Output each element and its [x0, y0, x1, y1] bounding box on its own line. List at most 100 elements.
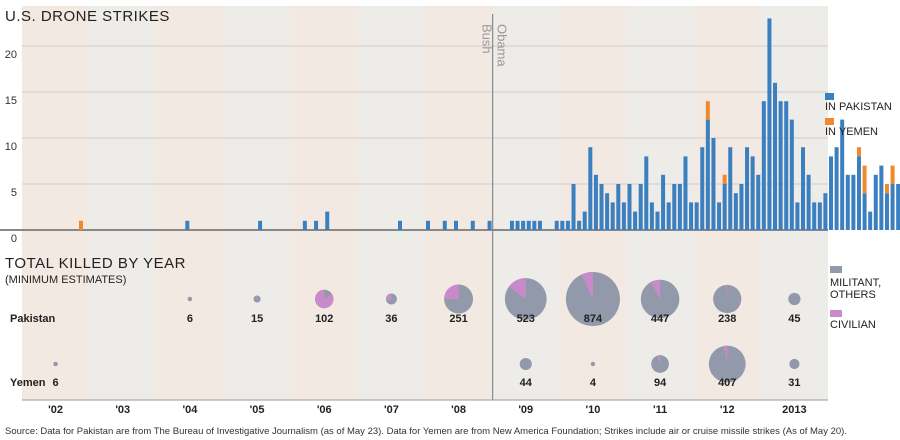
bubbles-title: TOTAL KILLED BY YEAR	[5, 255, 186, 272]
bar-pakistan	[426, 220, 430, 230]
x-tick-label: '06	[317, 404, 332, 416]
bar-pakistan	[554, 220, 559, 230]
bar-pakistan	[862, 193, 867, 230]
bubble-civilian	[650, 279, 661, 299]
y-tick-label: 0	[11, 233, 17, 245]
bar-yemen	[705, 101, 710, 120]
bubble-civilian	[255, 295, 258, 299]
year-band	[559, 6, 627, 400]
bar-pakistan	[868, 211, 873, 230]
bar-yemen	[890, 165, 895, 184]
bar-pakistan	[711, 138, 716, 230]
bubble-civilian	[385, 293, 392, 301]
bubble-value-label: 102	[315, 313, 333, 325]
bar-pakistan	[509, 220, 514, 230]
bubble-civilian	[723, 345, 728, 364]
bar-pakistan	[577, 220, 582, 230]
bubble-value-label: 6	[187, 313, 193, 325]
bubble-militant	[788, 292, 801, 306]
bubble-militant	[789, 358, 800, 370]
bubble-civilian	[444, 284, 459, 299]
bar-pakistan	[700, 147, 705, 230]
year-band	[156, 6, 224, 400]
row-label-yemen: Yemen	[10, 377, 46, 389]
bubble-value-label: 874	[584, 313, 603, 325]
bar-pakistan	[767, 18, 772, 231]
bubble-value-label: 36	[385, 313, 397, 325]
bubble-civilian	[508, 278, 526, 299]
bar-pakistan	[655, 211, 660, 230]
bar-pakistan	[666, 202, 671, 230]
bubble-value-label: 4	[590, 377, 597, 389]
bubble-value-label: 44	[520, 377, 533, 389]
bar-yemen	[862, 165, 867, 194]
x-tick-label: '12	[720, 404, 735, 416]
bar-pakistan	[879, 165, 884, 230]
bar-pakistan	[638, 184, 643, 230]
x-tick-label: '05	[250, 404, 265, 416]
bar-yemen	[884, 184, 889, 194]
bar-pakistan	[845, 174, 850, 230]
bar-pakistan	[571, 184, 576, 230]
bar-pakistan	[521, 220, 526, 230]
bar-pakistan	[829, 156, 833, 230]
bar-pakistan	[884, 193, 889, 230]
bar-pakistan	[672, 184, 677, 230]
bar-pakistan	[582, 211, 587, 230]
bar-pakistan	[588, 147, 593, 230]
bar-pakistan	[784, 101, 789, 230]
chart-title: U.S. DRONE STRIKES	[5, 8, 170, 25]
x-tick-label: '07	[384, 404, 399, 416]
bar-pakistan	[302, 220, 307, 230]
bar-pakistan	[728, 147, 733, 230]
bar-pakistan	[593, 174, 598, 230]
legend-swatch-militant	[830, 266, 842, 273]
bar-pakistan	[896, 184, 900, 230]
bar-pakistan	[185, 220, 190, 230]
bar-pakistan	[633, 211, 638, 230]
bar-pakistan	[661, 174, 666, 230]
bar-pakistan	[761, 101, 766, 230]
bar-pakistan	[851, 174, 856, 230]
bar-pakistan	[537, 220, 542, 230]
bar-pakistan	[789, 119, 794, 230]
x-tick-label: '08	[451, 404, 466, 416]
bar-pakistan	[795, 202, 800, 230]
x-tick-label: '09	[518, 404, 533, 416]
bar-pakistan	[683, 156, 688, 230]
bubble-militant	[187, 296, 193, 302]
bar-pakistan	[739, 184, 744, 230]
bubble-civilian	[657, 355, 661, 364]
annotation-obama: Obama	[495, 24, 510, 67]
bar-pakistan	[705, 119, 710, 230]
legend-label-pakistan: IN PAKISTAN	[825, 101, 892, 113]
bar-pakistan	[733, 193, 738, 230]
bubble-militant	[590, 361, 596, 367]
bar-pakistan	[801, 147, 806, 230]
bar-pakistan	[487, 220, 492, 230]
legend-label-militant: MILITANT, OTHERS	[830, 277, 882, 301]
bar-pakistan	[750, 156, 755, 230]
bar-pakistan	[817, 202, 822, 230]
bubble-value-label: 31	[788, 377, 800, 389]
year-band	[22, 6, 90, 400]
bar-pakistan	[806, 174, 811, 230]
bar-pakistan	[258, 220, 263, 230]
x-tick-label: '03	[115, 404, 130, 416]
bar-pakistan	[745, 147, 750, 230]
bar-pakistan	[532, 220, 537, 230]
bar-pakistan	[722, 184, 727, 230]
bubble-value-label: 447	[651, 313, 669, 325]
bar-pakistan	[840, 119, 845, 230]
bar-pakistan	[398, 220, 403, 230]
bar-pakistan	[560, 220, 565, 230]
bar-pakistan	[773, 82, 778, 230]
bubbles-subtitle: (MINIMUM ESTIMATES)	[5, 274, 127, 286]
year-band	[290, 6, 358, 400]
bar-pakistan	[526, 220, 531, 230]
bar-pakistan	[605, 193, 610, 230]
bubble-value-label: 45	[788, 313, 800, 325]
bar-pakistan	[621, 202, 626, 230]
bubble-civilian	[725, 284, 728, 299]
